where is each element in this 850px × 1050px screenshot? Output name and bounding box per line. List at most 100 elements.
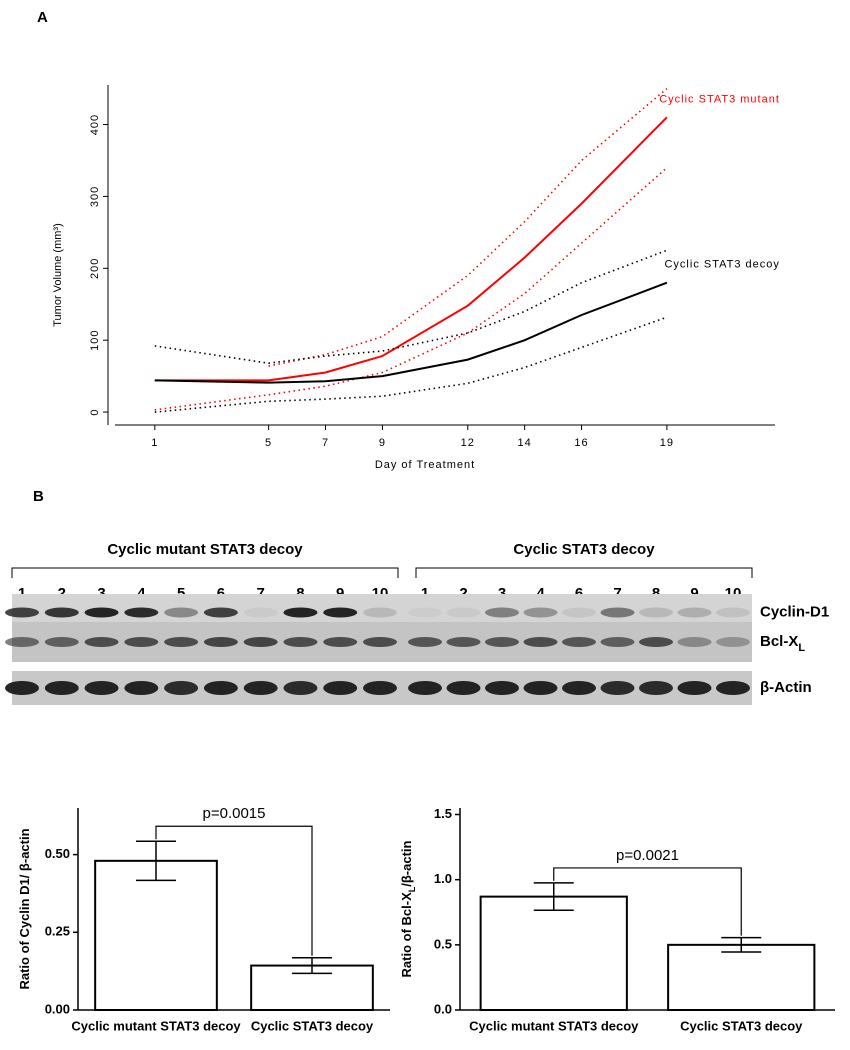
blot-band xyxy=(5,681,39,695)
confidence-band xyxy=(154,316,668,413)
group-label: Cyclic STAT3 decoy xyxy=(513,541,655,558)
p-value: p=0.0015 xyxy=(203,805,266,822)
blot-band xyxy=(283,681,318,695)
protein-label-part: Cyclin-D1 xyxy=(760,603,829,620)
y-tick-label: 0 xyxy=(89,408,101,415)
blot-band xyxy=(639,607,673,618)
x-tick-label: 16 xyxy=(574,437,588,449)
x-tick-label: 12 xyxy=(461,437,475,449)
lane-label: 7 xyxy=(256,585,264,602)
blot-band xyxy=(243,637,278,647)
bar xyxy=(667,943,816,1011)
blot-band xyxy=(408,637,442,647)
x-tick-label: 19 xyxy=(660,437,674,449)
y-tick-label: 0.25 xyxy=(45,924,70,939)
x-tick-label: Cyclic mutant STAT3 decoy xyxy=(469,1018,639,1033)
confidence-band xyxy=(154,249,668,365)
blot-band xyxy=(600,681,635,695)
protein-label: β-Actin xyxy=(760,679,812,696)
x-tick-label: Cyclic STAT3 decoy xyxy=(251,1018,374,1033)
blot-band xyxy=(84,681,119,695)
blot-band xyxy=(283,637,318,647)
blot-band xyxy=(203,681,238,695)
lane-label: 6 xyxy=(575,585,583,602)
significance-bracket xyxy=(155,825,313,956)
blot-band xyxy=(485,681,519,695)
y-axis-label: Tumor Volume (mm³) xyxy=(52,223,64,327)
error-bar xyxy=(721,936,762,953)
y-tick-label: 1.5 xyxy=(434,806,452,821)
blot-band xyxy=(562,637,596,647)
panel-label: A xyxy=(37,9,48,26)
x-tick-label: Cyclic mutant STAT3 decoy xyxy=(71,1018,241,1033)
blot-band xyxy=(600,607,635,618)
y-tick-label: 0.5 xyxy=(434,936,452,951)
blot-band xyxy=(408,607,442,618)
error-bar xyxy=(292,957,332,975)
blot-band xyxy=(408,681,442,695)
blot-band xyxy=(44,637,79,647)
blot-band xyxy=(5,637,39,647)
lane-label: 9 xyxy=(690,585,698,602)
x-tick-label: Cyclic STAT3 decoy xyxy=(680,1018,803,1033)
blot-band xyxy=(639,681,673,695)
blot-band xyxy=(716,607,750,618)
x-tick-label: 7 xyxy=(322,437,329,449)
error-bar xyxy=(136,840,176,882)
blot-band xyxy=(363,681,397,695)
lane-label: 9 xyxy=(336,585,344,602)
panel-label: B xyxy=(33,488,44,505)
blot-band xyxy=(677,607,712,618)
blot-band xyxy=(323,607,358,618)
lane-label: 5 xyxy=(177,585,185,602)
x-tick-label: 14 xyxy=(518,437,532,449)
blot-band xyxy=(485,637,519,647)
group-bracket xyxy=(11,567,399,578)
blot-band xyxy=(639,637,673,647)
blot-band xyxy=(677,681,712,695)
x-tick-label: 9 xyxy=(379,437,386,449)
blot-band xyxy=(716,637,750,647)
blot-band xyxy=(44,607,79,618)
y-tick-label: 1.0 xyxy=(434,871,452,886)
series-label: Cyclic STAT3 decoy xyxy=(664,259,779,271)
confidence-band xyxy=(268,87,668,367)
blot-band xyxy=(523,681,558,695)
blot-band xyxy=(446,607,481,618)
blot-band xyxy=(164,681,199,695)
blot-band xyxy=(203,607,238,618)
blot-band xyxy=(283,607,318,618)
y-axis-label-part: L xyxy=(407,886,417,892)
blot-band xyxy=(446,681,481,695)
blot-band xyxy=(562,681,596,695)
protein-label-part: β-Actin xyxy=(760,679,812,696)
lane-label: 7 xyxy=(613,585,621,602)
blot-band xyxy=(523,637,558,647)
protein-label-part: L xyxy=(798,642,805,654)
group-label: Cyclic mutant STAT3 decoy xyxy=(107,541,303,558)
lane-label: 3 xyxy=(498,585,506,602)
y-axis-label-part: Ratio of Bcl-X xyxy=(399,892,414,978)
x-axis-label: Day of Treatment xyxy=(375,459,475,471)
blot-band xyxy=(84,637,119,647)
x-tick-label: 1 xyxy=(151,437,158,449)
lane-label: 2 xyxy=(459,585,467,602)
blot-band xyxy=(84,607,119,618)
blot-band xyxy=(5,607,39,618)
significance-bracket xyxy=(553,867,742,936)
y-axis-label: Ratio of Bcl-XL/β-actin xyxy=(399,840,417,977)
blot-band xyxy=(124,637,159,647)
error-bar xyxy=(533,882,574,912)
lane-label: 2 xyxy=(58,585,66,602)
bar xyxy=(479,895,628,1012)
blot-band xyxy=(164,607,199,618)
y-axis-label: Ratio of Cyclin D1/ β-actin xyxy=(17,828,32,989)
y-tick-label: 0.0 xyxy=(434,1001,452,1016)
series-line xyxy=(154,281,668,384)
y-axis-label-part: Ratio of Cyclin D1/ β-actin xyxy=(17,828,32,989)
blot-band xyxy=(363,607,397,618)
blot-band xyxy=(243,681,278,695)
blot-band xyxy=(446,637,481,647)
